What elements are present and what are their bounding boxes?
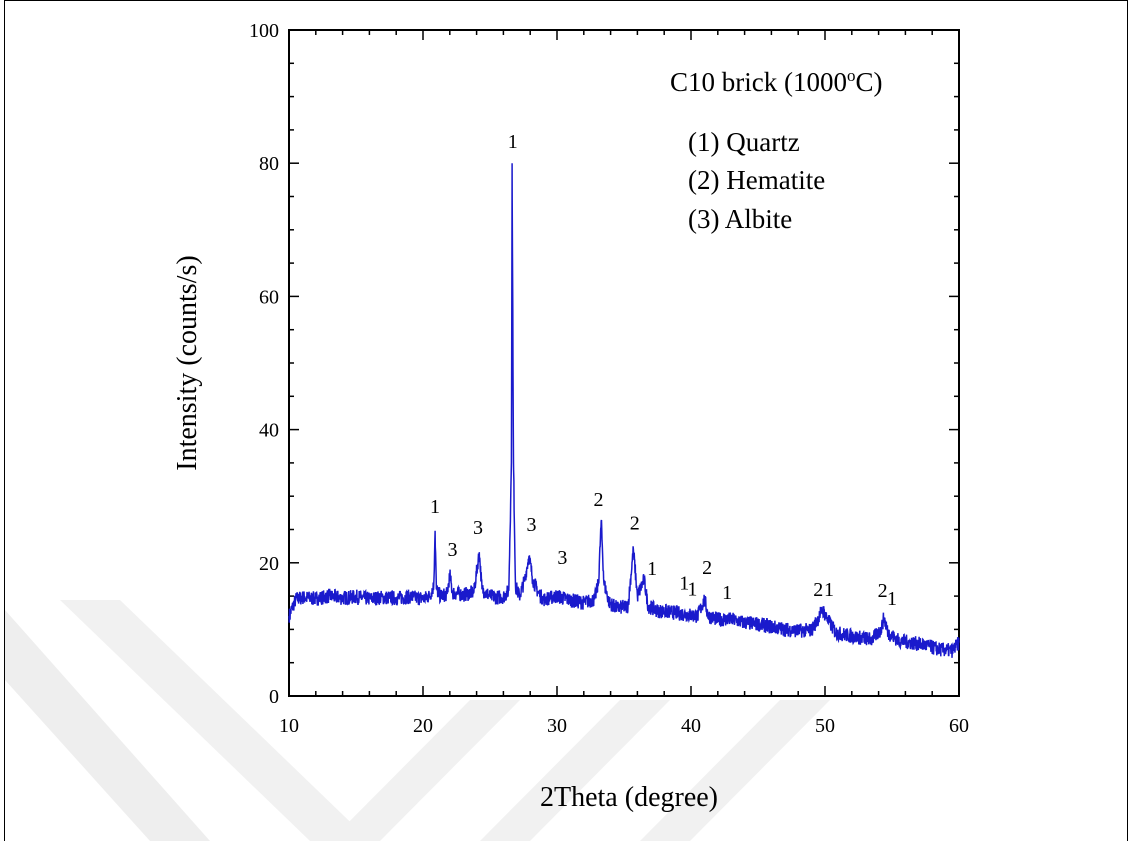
peak-label: 2 (594, 489, 604, 511)
x-axis-title: 2Theta (degree) (540, 782, 718, 813)
axis-ticks (288, 29, 960, 697)
y-axis-title: Intensity (counts/s) (172, 255, 203, 470)
y-tick-label: 0 (269, 686, 279, 708)
x-tick-label: 30 (547, 715, 567, 737)
frame-right-border (1127, 0, 1128, 841)
legend: (1) Quartz (2) Hematite (3) Albite (688, 127, 825, 234)
peak-label: 1 (722, 582, 732, 604)
peak-label: 1 (887, 588, 897, 610)
peak-label: 1 (824, 579, 834, 601)
peak-label: 1 (647, 558, 657, 580)
peak-label: 2 (630, 513, 640, 535)
title-superscript: o (847, 66, 856, 85)
peak-label: 3 (557, 547, 567, 569)
peak-label: 1 (430, 496, 440, 518)
chart-title: C10 brick (1000oC) (670, 66, 882, 97)
y-tick-label: 40 (259, 420, 279, 442)
x-tick-label: 20 (413, 715, 433, 737)
x-tick-label: 10 (279, 715, 299, 737)
peak-label: 2 (813, 579, 823, 601)
peak-label: 1 (687, 578, 697, 600)
peak-label: 3 (447, 539, 457, 561)
legend-item-quartz: (1) Quartz (688, 127, 800, 157)
title-suffix: C) (855, 67, 882, 97)
peak-label: 1 (508, 131, 518, 153)
watermark (5, 600, 830, 841)
legend-item-hematite: (2) Hematite (688, 165, 825, 195)
y-tick-label: 60 (259, 286, 279, 308)
x-tick-label: 40 (681, 715, 701, 737)
x-tick-label: 60 (949, 715, 969, 737)
x-tick-labels: 10 20 30 40 50 60 (279, 715, 969, 737)
y-tick-labels: 0 20 40 60 80 100 (249, 20, 279, 708)
x-tick-label: 50 (815, 715, 835, 737)
peak-label: 2 (702, 557, 712, 579)
peak-label: 3 (527, 514, 537, 536)
peak-label: 1 (679, 572, 689, 594)
y-tick-label: 80 (259, 153, 279, 175)
peak-label: 2 (878, 580, 888, 602)
y-tick-label: 20 (259, 553, 279, 575)
series-line (288, 163, 960, 658)
title-main: C10 brick (1000 (670, 67, 847, 97)
legend-item-albite: (3) Albite (688, 204, 792, 234)
frame-top-border (4, 0, 1128, 1)
frame-left-border (4, 0, 5, 841)
peak-label: 3 (473, 517, 483, 539)
y-tick-label: 100 (249, 20, 279, 42)
